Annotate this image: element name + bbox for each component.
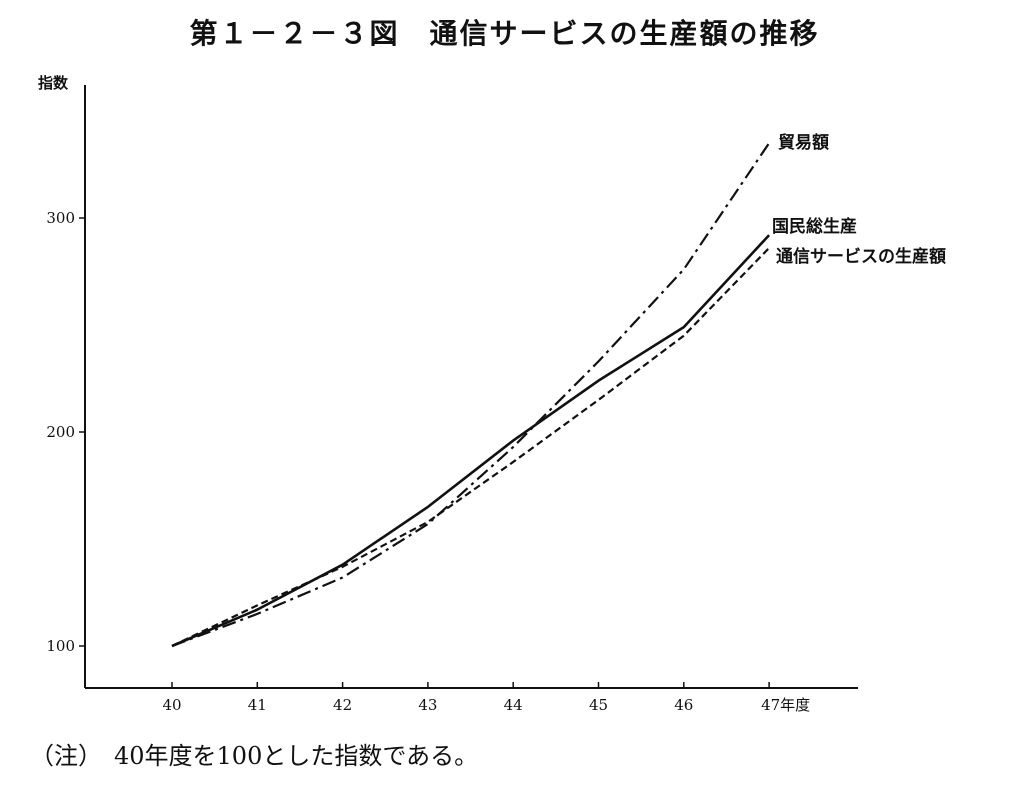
series-label-0: 貿易額 (778, 132, 829, 153)
y-tick-label: 300 (46, 209, 75, 227)
series-label-2: 通信サービスの生産額 (776, 246, 946, 267)
series-lines (171, 142, 771, 648)
x-tick-label: 40 (162, 696, 181, 714)
series-line-1 (171, 234, 771, 648)
series-line-0 (171, 142, 771, 648)
x-tick-label: 44 (504, 696, 523, 714)
axes: 指数 (38, 74, 858, 689)
x-tick-label: 45 (589, 696, 608, 714)
ticks: 100 200 300 40 41 42 43 44 45 46 47年度 (46, 209, 810, 714)
x-tick-label: 47年度 (761, 696, 810, 714)
y-tick-label: 200 (46, 423, 75, 441)
x-tick-label: 43 (418, 696, 437, 714)
chart-note: （注） 40年度を100とした指数である。 (30, 742, 479, 770)
y-axis-label: 指数 (38, 74, 69, 92)
series-line-2 (171, 247, 770, 647)
x-tick-label: 41 (248, 696, 267, 714)
x-tick-label: 42 (333, 696, 352, 714)
y-tick-label: 100 (46, 637, 75, 655)
chart-title: 第１－２－３図 通信サービスの生産額の推移 (189, 17, 820, 50)
x-tick-label: 46 (674, 696, 693, 714)
series-label-1: 国民総生産 (772, 216, 857, 237)
